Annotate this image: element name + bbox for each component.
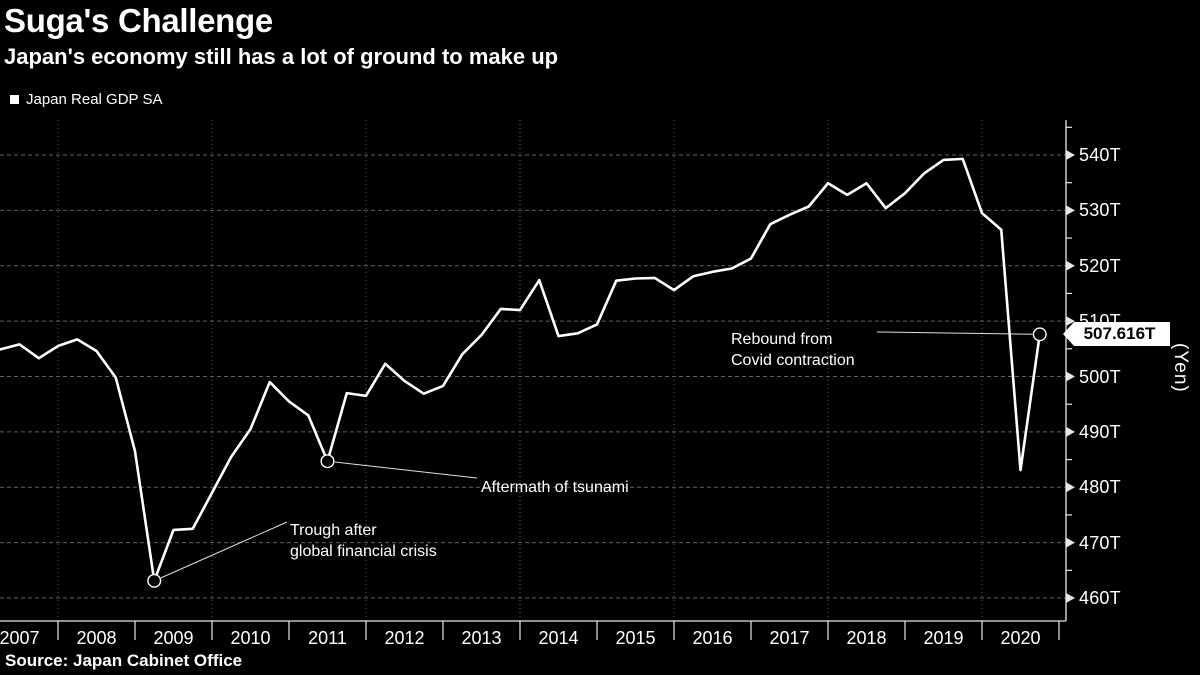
x-tick-label: 2010 — [230, 628, 271, 648]
x-tick-label: 2018 — [846, 628, 887, 648]
legend-swatch-icon — [10, 95, 19, 104]
annotation-trough-line: global financial crisis — [290, 543, 437, 560]
y-axis-major-tick — [1066, 205, 1075, 216]
x-tick-label: 2020 — [1000, 628, 1041, 648]
x-tick-label: 2014 — [538, 628, 579, 648]
x-tick-label: 2012 — [384, 628, 425, 648]
x-tick-label: 2013 — [461, 628, 502, 648]
y-tick-label: 470T — [1079, 532, 1121, 553]
y-tick-label: 540T — [1079, 145, 1121, 165]
y-axis-unit-label: (Yen) — [1170, 343, 1191, 393]
x-tick-label: 2009 — [153, 628, 194, 648]
x-tick-label: 2016 — [692, 628, 733, 648]
x-tick-label: 2011 — [308, 628, 347, 648]
legend: Japan Real GDP SA — [10, 91, 162, 108]
annotation-tsunami-line: Aftermath of tsunami — [481, 479, 629, 496]
y-tick-label: 480T — [1079, 477, 1121, 498]
y-axis-major-tick — [1066, 260, 1075, 271]
y-tick-label: 520T — [1079, 255, 1121, 276]
marker-circle-tsunami — [320, 454, 335, 469]
y-axis-major-tick — [1066, 150, 1075, 160]
gdp-series-line — [0, 157, 1042, 583]
y-axis-major-tick — [1066, 371, 1075, 382]
x-tick-label: 2007 — [0, 628, 40, 648]
source-note: Source: Japan Cabinet Office — [5, 651, 243, 670]
x-tick-label: 2017 — [769, 628, 810, 648]
y-axis-major-tick — [1066, 537, 1075, 548]
y-axis-major-tick — [1066, 426, 1075, 437]
annotation-leader-trough — [160, 521, 288, 579]
annotation-leader-rebound — [876, 331, 1033, 335]
annotation-rebound: Rebound from Covid contraction — [731, 329, 855, 371]
last-value-callout: 507.616T — [1063, 322, 1170, 346]
annotation-rebound-line: Covid contraction — [731, 352, 855, 369]
marker-circle-trough — [147, 573, 162, 588]
annotation-trough: Trough after global financial crisis — [290, 520, 437, 562]
x-tick-label: 2019 — [923, 628, 964, 648]
annotation-rebound-line: Rebound from — [731, 331, 833, 348]
annotation-tsunami: Aftermath of tsunami — [481, 477, 629, 498]
annotation-leader-tsunami — [334, 461, 478, 479]
y-tick-label: 460T — [1079, 588, 1121, 608]
x-tick-label: 2015 — [615, 628, 656, 648]
y-tick-label: 500T — [1079, 366, 1121, 387]
y-axis-major-tick — [1066, 593, 1075, 603]
annotation-trough-line: Trough after — [290, 522, 377, 539]
y-axis-major-tick — [1066, 316, 1075, 327]
page-subtitle: Japan's economy still has a lot of groun… — [4, 44, 559, 69]
y-axis-major-tick — [1066, 482, 1075, 493]
y-tick-label: 490T — [1079, 421, 1121, 442]
legend-label: Japan Real GDP SA — [26, 91, 163, 108]
marker-circle-rebound — [1032, 327, 1047, 342]
y-tick-label: 530T — [1079, 200, 1121, 221]
page-title: Suga's Challenge — [4, 2, 273, 39]
x-tick-label: 2008 — [76, 628, 117, 648]
